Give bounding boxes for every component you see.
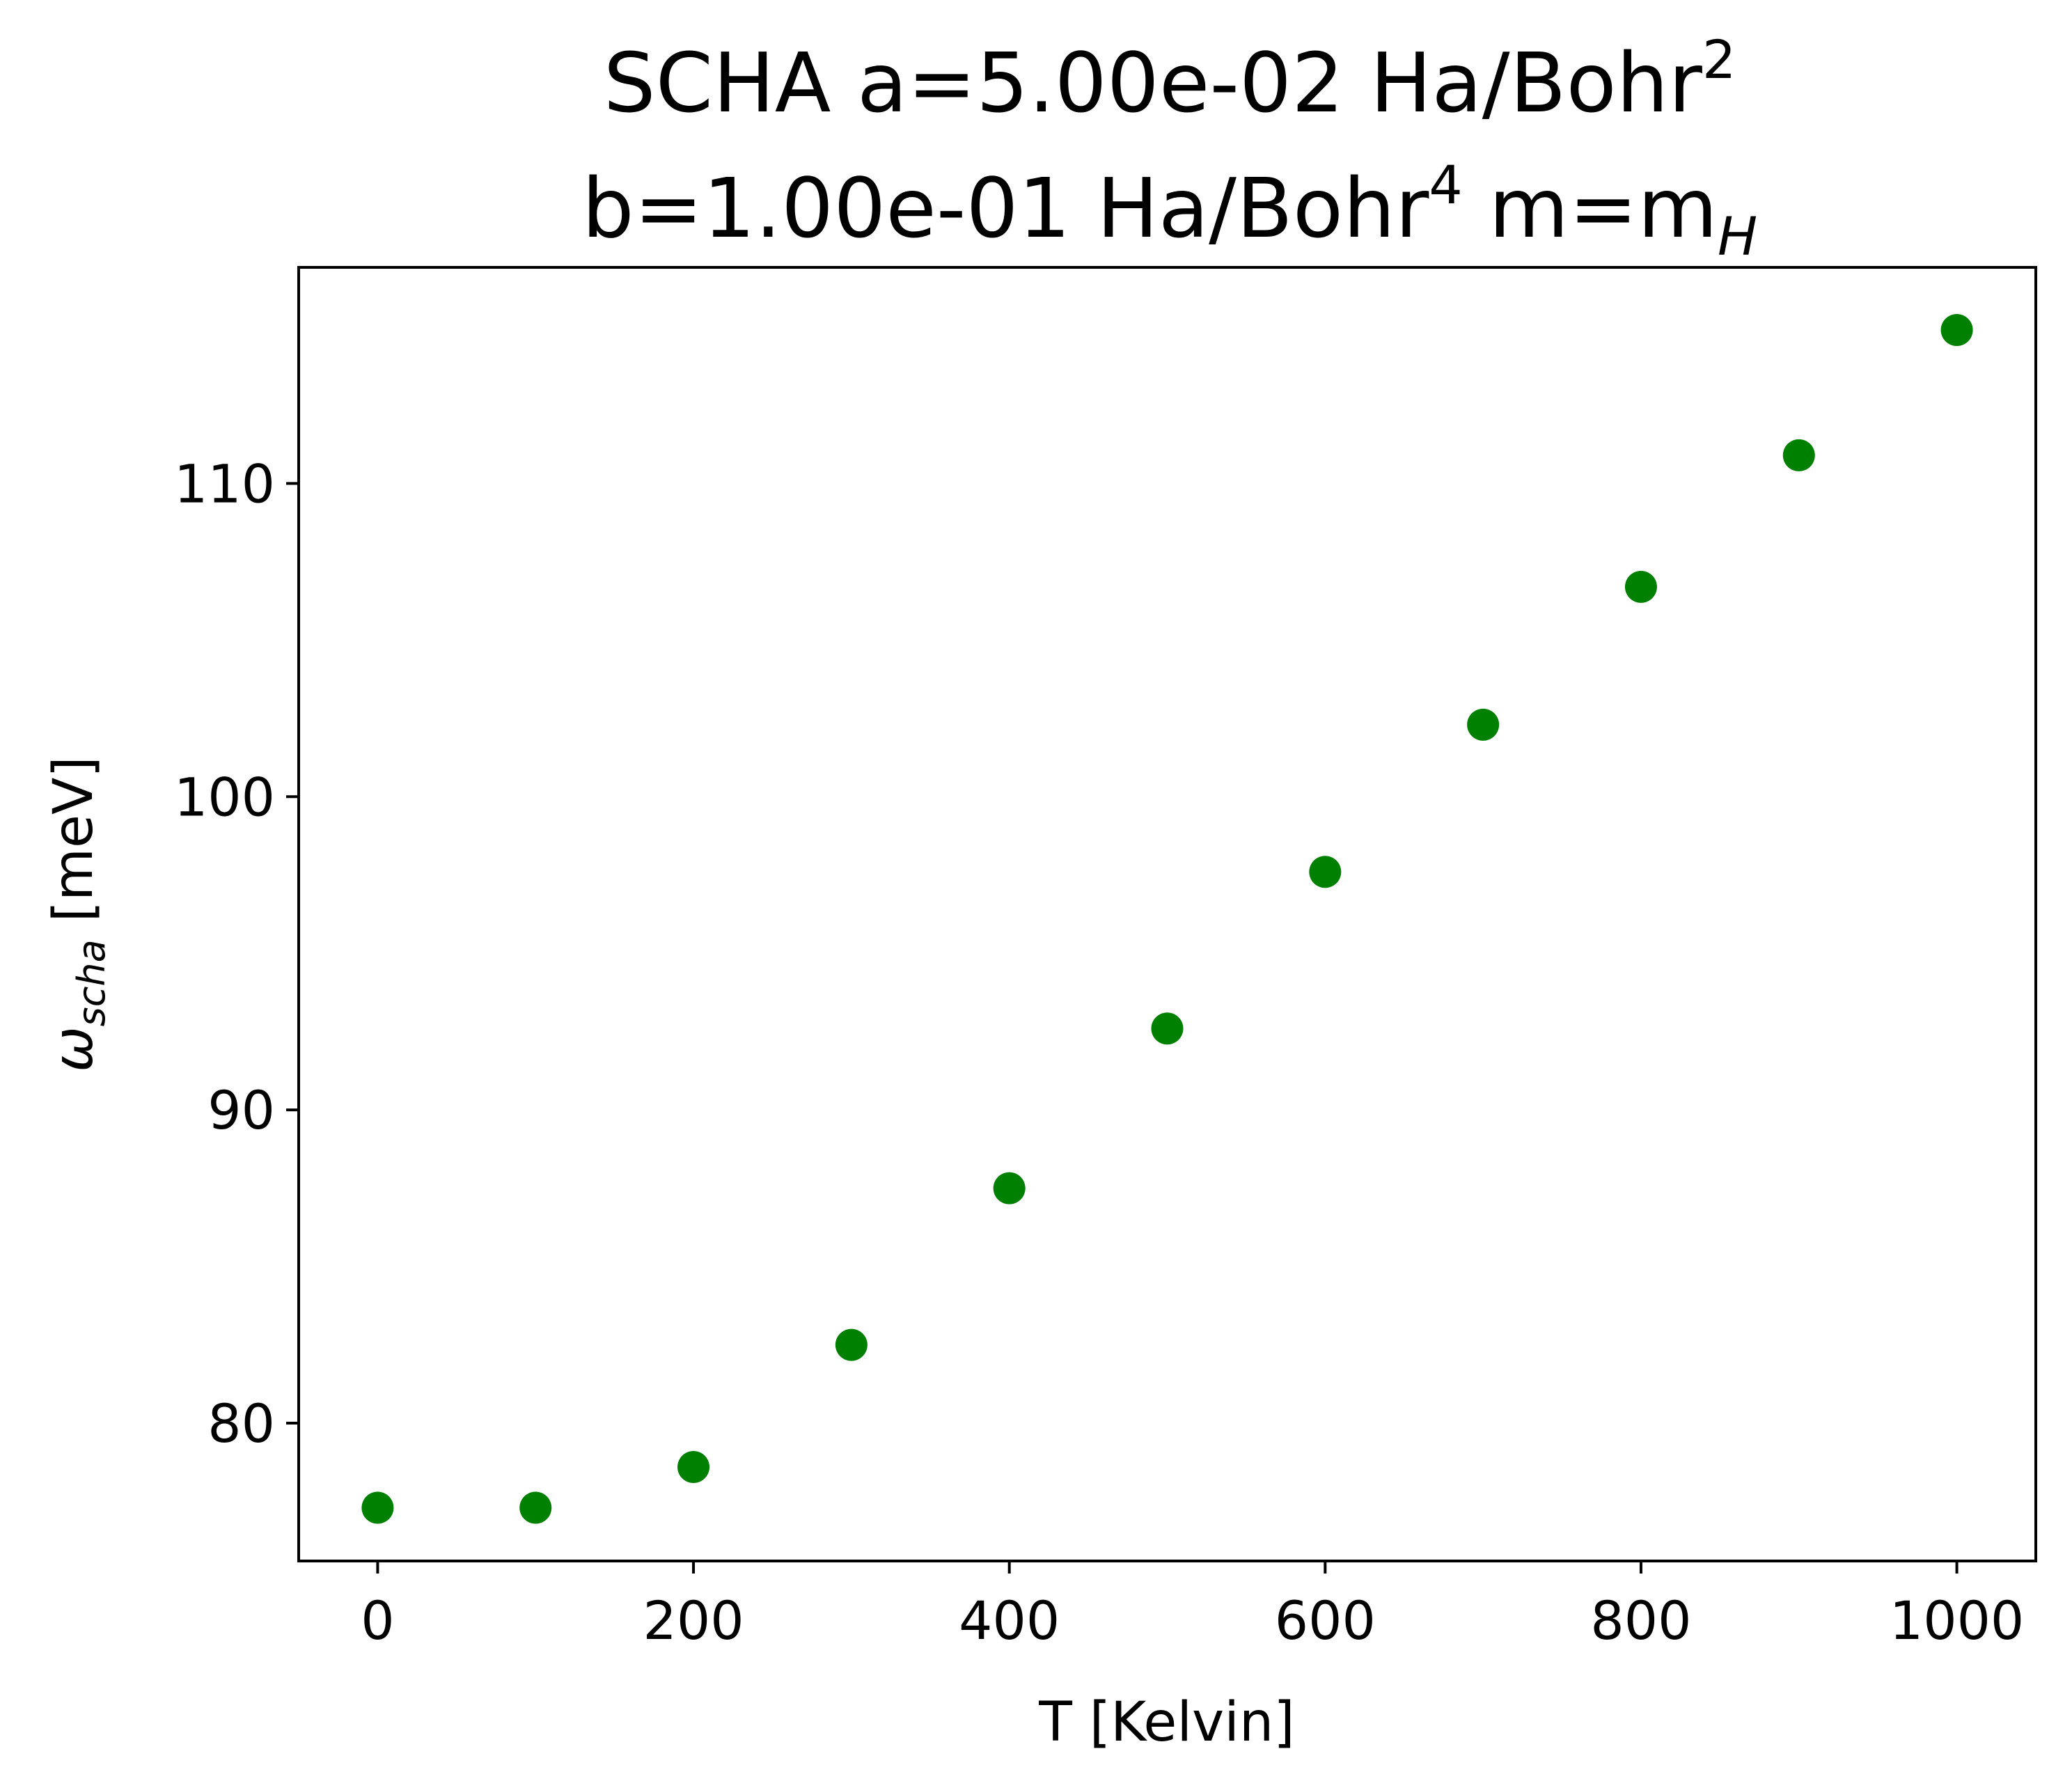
data-point — [1940, 313, 1973, 346]
y-tick-label: 90 — [207, 1079, 275, 1141]
chart-title-line-2: b=1.00e-01 Ha/Bohr4 m=mH — [582, 154, 1757, 267]
x-tick-label: 400 — [959, 1590, 1060, 1651]
data-points — [361, 313, 1973, 1524]
data-point — [1309, 856, 1342, 888]
x-axis-ticks: 0 200 400 600 800 1000 — [361, 1561, 2024, 1651]
chart-title-line-2-part1: b=1.00e-01 Ha/Bohr — [582, 160, 1429, 256]
x-tick-label: 0 — [361, 1590, 394, 1651]
y-axis-label-symbol: ω — [42, 1026, 105, 1072]
data-point — [1624, 570, 1657, 603]
y-tick-label: 80 — [207, 1392, 275, 1454]
data-point — [993, 1172, 1026, 1205]
chart-title-line-2-part2: m=m — [1463, 160, 1718, 256]
y-tick-label: 100 — [174, 766, 275, 828]
x-tick-label: 600 — [1275, 1590, 1376, 1651]
x-tick-label: 1000 — [1890, 1590, 2024, 1651]
data-point — [1151, 1012, 1184, 1045]
data-point — [835, 1328, 868, 1361]
y-axis-label-subscript: scha — [70, 939, 113, 1026]
y-axis-ticks: 80 90 100 110 — [174, 453, 299, 1454]
data-point — [677, 1451, 710, 1484]
data-point — [1467, 708, 1500, 741]
chart-title-line-2-sub: H — [1718, 205, 1757, 267]
data-point — [519, 1491, 552, 1524]
chart-title-line-1-sup: 2 — [1702, 29, 1736, 91]
chart-title-line-2-sup: 4 — [1429, 154, 1462, 216]
chart-title-line-1: SCHA a=5.00e-02 Ha/Bohr2 — [604, 29, 1736, 131]
x-tick-label: 200 — [643, 1590, 744, 1651]
y-tick-label: 110 — [174, 453, 275, 515]
x-axis-label: T [Kelvin] — [1038, 1691, 1295, 1754]
data-point — [1782, 439, 1815, 471]
chart-title-line-1-main: SCHA a=5.00e-02 Ha/Bohr — [604, 35, 1703, 131]
data-point — [361, 1491, 394, 1524]
plot-frame — [297, 266, 2037, 1562]
y-axis-label-unit: [meV] — [42, 756, 105, 939]
y-axis-label: ωscha [meV] — [42, 756, 113, 1072]
x-tick-label: 800 — [1590, 1590, 1691, 1651]
